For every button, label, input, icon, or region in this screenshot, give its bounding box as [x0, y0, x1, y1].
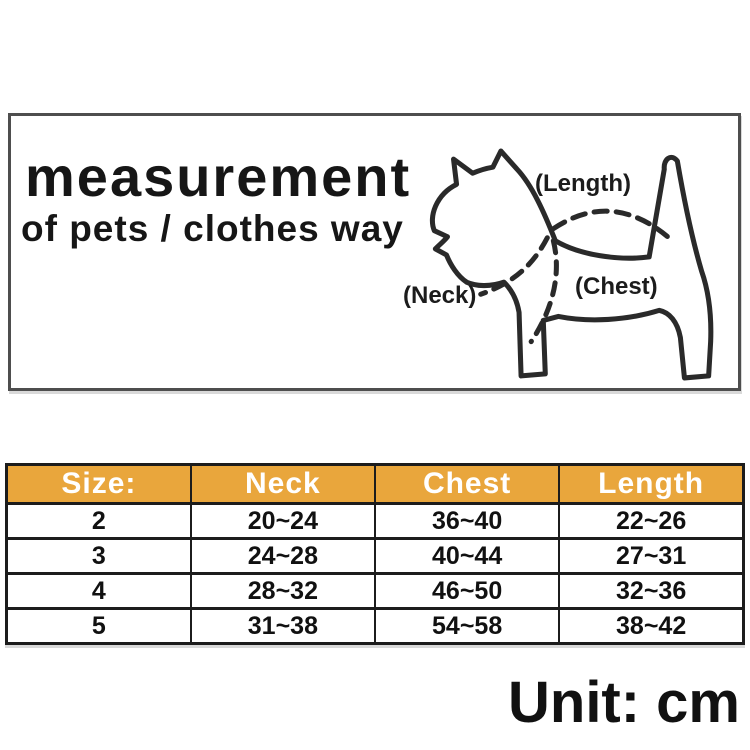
cell-neck: 24~28 [189, 537, 375, 574]
table-header-row: Size: Neck Chest Length [6, 464, 744, 504]
cell-length: 27~31 [558, 537, 744, 574]
cell-chest: 54~58 [373, 607, 560, 644]
unit-label: Unit: cm [508, 670, 740, 735]
neck-label: (Neck) [403, 282, 477, 309]
table-row: 4 28~32 46~50 32~36 [6, 572, 744, 609]
cell-chest: 46~50 [373, 572, 560, 609]
cell-neck: 31~38 [189, 607, 375, 644]
panel-title: measurement [25, 145, 412, 208]
dog-outline-drawing [429, 148, 714, 381]
cell-length: 32~36 [558, 572, 744, 609]
cell-size: 3 [6, 537, 191, 574]
table-row: 2 20~24 36~40 22~26 [6, 502, 744, 539]
header-chest: Chest [373, 464, 560, 504]
panel-subtitle: of pets / clothes way [21, 208, 404, 249]
dog-measurement-diagram [429, 148, 714, 381]
cell-chest: 40~44 [373, 537, 560, 574]
length-label: (Length) [535, 170, 631, 197]
cell-size: 4 [6, 572, 191, 609]
cell-neck: 28~32 [189, 572, 375, 609]
header-size: Size: [6, 464, 191, 504]
cell-length: 22~26 [558, 502, 744, 539]
table-row: 3 24~28 40~44 27~31 [6, 537, 744, 574]
measurement-panel: measurement of pets / clothes way (Lengt… [8, 113, 741, 391]
cell-size: 5 [6, 607, 191, 644]
cell-chest: 36~40 [373, 502, 560, 539]
cell-neck: 20~24 [189, 502, 375, 539]
header-length: Length [558, 464, 744, 504]
chest-dash-line [528, 238, 559, 345]
table-row: 5 31~38 54~58 38~42 [6, 607, 744, 644]
length-dash-line [550, 208, 675, 244]
cell-length: 38~42 [558, 607, 744, 644]
header-neck: Neck [189, 464, 375, 504]
cell-size: 2 [6, 502, 191, 539]
neck-dash-line [478, 235, 550, 297]
size-chart-table: Size: Neck Chest Length 2 20~24 36~40 22… [5, 463, 745, 645]
chest-label: (Chest) [575, 273, 658, 300]
